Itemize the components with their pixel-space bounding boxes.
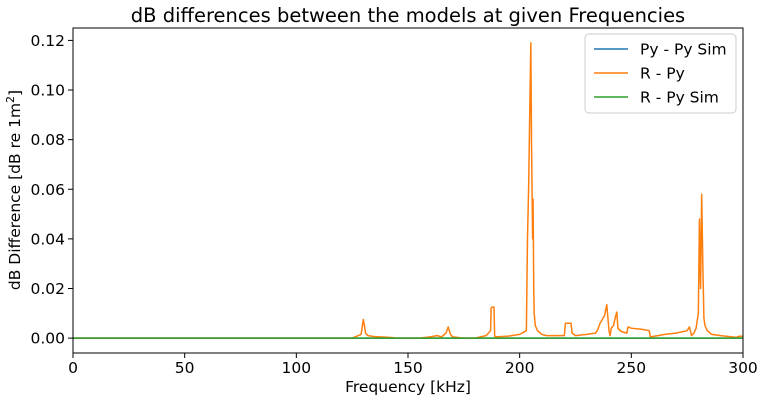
axis-ticks: 0 50 100 150 200 250 300 0.00 0.02 0.04 0.06 0.08 0.… (30, 32, 757, 377)
series-line-2 (73, 42, 744, 339)
y-axis-label: dB Difference [dB re 1m2] (4, 90, 25, 290)
y-tick-label: 0.04 (30, 230, 65, 248)
x-tick-label: 50 (175, 359, 195, 377)
x-tick-label: 150 (393, 359, 423, 377)
x-axis-label: Frequency [kHz] (345, 378, 471, 396)
x-tick-label: 0 (68, 359, 78, 377)
x-tick-label: 200 (505, 359, 535, 377)
y-tick-label: 0.02 (30, 280, 65, 298)
y-tick-label: 0.06 (30, 181, 65, 199)
legend: Py - Py Sim R - Py R - Py Sim (584, 33, 737, 114)
y-tick-label: 0.08 (30, 131, 65, 149)
x-tick-label: 300 (728, 359, 758, 377)
y-tick-label: 0.12 (30, 32, 65, 50)
x-tick-label: 100 (282, 359, 312, 377)
series-layer (73, 42, 744, 339)
legend-label: Py - Py Sim (640, 41, 727, 59)
legend-items: Py - Py Sim R - Py R - Py Sim (594, 41, 727, 107)
legend-label: R - Py Sim (640, 89, 719, 107)
legend-label: R - Py (640, 65, 685, 83)
x-tick-label: 250 (617, 359, 647, 377)
y-tick-label: 0.10 (30, 82, 65, 100)
chart-title: dB differences between the models at giv… (131, 4, 685, 27)
y-tick-label: 0.00 (30, 330, 65, 348)
plot-frame (72, 27, 744, 354)
legend-frame (584, 33, 737, 114)
